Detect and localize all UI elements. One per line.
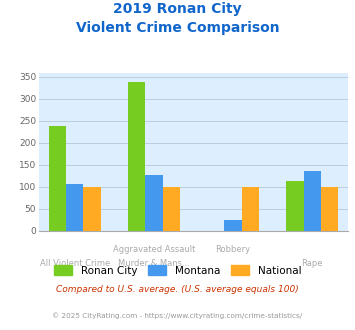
Bar — [224, 220, 242, 231]
Bar — [242, 187, 259, 231]
Text: All Violent Crime: All Violent Crime — [39, 259, 110, 268]
Bar — [321, 187, 338, 231]
Bar — [145, 175, 163, 231]
Text: 2019 Ronan City: 2019 Ronan City — [113, 2, 242, 16]
Text: Violent Crime Comparison: Violent Crime Comparison — [76, 21, 279, 35]
Bar — [128, 82, 145, 231]
Text: Compared to U.S. average. (U.S. average equals 100): Compared to U.S. average. (U.S. average … — [56, 285, 299, 294]
Text: Aggravated Assault: Aggravated Assault — [113, 245, 195, 254]
Text: © 2025 CityRating.com - https://www.cityrating.com/crime-statistics/: © 2025 CityRating.com - https://www.city… — [53, 312, 302, 318]
Bar — [66, 184, 83, 231]
Text: Murder & Mans...: Murder & Mans... — [118, 259, 190, 268]
Bar — [49, 126, 66, 231]
Bar — [83, 187, 101, 231]
Bar — [286, 181, 304, 231]
Bar — [163, 187, 180, 231]
Text: Rape: Rape — [301, 259, 323, 268]
Legend: Ronan City, Montana, National: Ronan City, Montana, National — [50, 261, 305, 280]
Text: Robbery: Robbery — [215, 245, 251, 254]
Bar — [304, 171, 321, 231]
